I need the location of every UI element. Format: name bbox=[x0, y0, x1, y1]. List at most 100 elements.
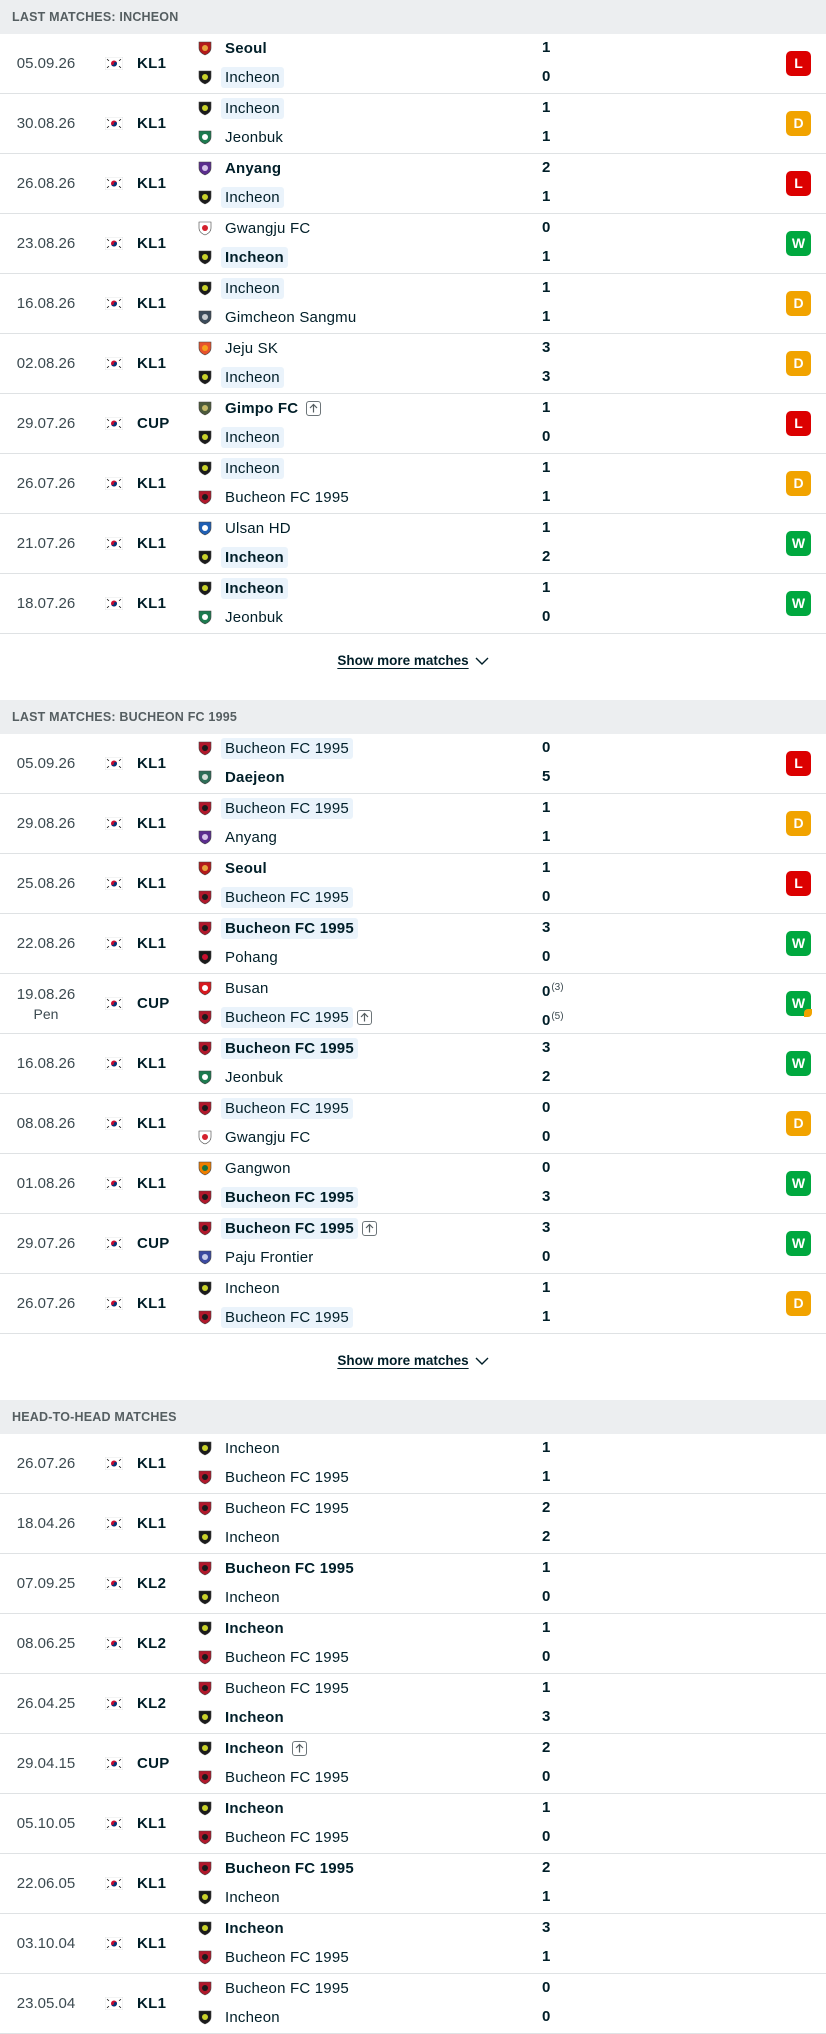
home-team[interactable]: Incheon bbox=[197, 1797, 288, 1819]
match-row[interactable]: 26.07.26 KL1 Incheon 1 Bucheon FC 1995 1 D bbox=[0, 1274, 826, 1334]
home-team[interactable]: Bucheon FC 1995 bbox=[197, 1677, 353, 1699]
home-team[interactable]: Busan bbox=[197, 977, 273, 999]
home-team[interactable]: Seoul bbox=[197, 857, 271, 879]
competition-label[interactable]: KL1 bbox=[137, 1115, 167, 1132]
competition-label[interactable]: CUP bbox=[137, 1755, 170, 1772]
match-row[interactable]: 19.08.26 Pen CUP Busan 0(3) Bucheon FC 1995 0(… bbox=[0, 974, 826, 1034]
home-team[interactable]: Anyang bbox=[197, 157, 285, 179]
home-team[interactable]: Incheon bbox=[197, 97, 284, 119]
show-more-matches-button[interactable]: Show more matches bbox=[0, 634, 826, 686]
home-team[interactable]: Bucheon FC 1995 bbox=[197, 1857, 358, 1879]
match-row[interactable]: 05.09.26 KL1 Bucheon FC 1995 0 Daejeon 5 L bbox=[0, 734, 826, 794]
away-team[interactable]: Gimcheon Sangmu bbox=[197, 306, 360, 328]
home-team[interactable]: Gangwon bbox=[197, 1157, 295, 1179]
away-team[interactable]: Jeonbuk bbox=[197, 1066, 287, 1088]
away-team[interactable]: Incheon bbox=[197, 2006, 284, 2028]
match-row[interactable]: 03.10.04 KL1 Incheon 3 Bucheon FC 1995 1 bbox=[0, 1914, 826, 1974]
match-row[interactable]: 08.08.26 KL1 Bucheon FC 1995 0 Gwangju FC 0 D bbox=[0, 1094, 826, 1154]
competition-label[interactable]: KL1 bbox=[137, 1055, 167, 1072]
match-row[interactable]: 30.08.26 KL1 Incheon 1 Jeonbuk 1 D bbox=[0, 94, 826, 154]
competition-label[interactable]: KL1 bbox=[137, 175, 167, 192]
competition-label[interactable]: CUP bbox=[137, 995, 170, 1012]
match-row[interactable]: 18.07.26 KL1 Incheon 1 Jeonbuk 0 W bbox=[0, 574, 826, 634]
competition-label[interactable]: KL1 bbox=[137, 1455, 167, 1472]
away-team[interactable]: Bucheon FC 1995 bbox=[197, 486, 353, 508]
competition-label[interactable]: KL1 bbox=[137, 875, 167, 892]
home-team[interactable]: Gwangju FC bbox=[197, 217, 314, 239]
home-team[interactable]: Gimpo FC bbox=[197, 397, 322, 419]
match-row[interactable]: 29.08.26 KL1 Bucheon FC 1995 1 Anyang 1 D bbox=[0, 794, 826, 854]
home-team[interactable]: Bucheon FC 1995 bbox=[197, 797, 353, 819]
competition-label[interactable]: KL1 bbox=[137, 115, 167, 132]
competition-label[interactable]: KL1 bbox=[137, 1995, 167, 2012]
home-team[interactable]: Bucheon FC 1995 bbox=[197, 1557, 358, 1579]
away-team[interactable]: Incheon bbox=[197, 366, 284, 388]
match-row[interactable]: 29.04.15 CUP Incheon 2 Bucheon FC 1995 0 bbox=[0, 1734, 826, 1794]
home-team[interactable]: Bucheon FC 1995 bbox=[197, 1037, 358, 1059]
home-team[interactable]: Jeju SK bbox=[197, 337, 282, 359]
match-row[interactable]: 26.07.26 KL1 Incheon 1 Bucheon FC 1995 1 D bbox=[0, 454, 826, 514]
competition-label[interactable]: KL2 bbox=[137, 1575, 167, 1592]
home-team[interactable]: Incheon bbox=[197, 1917, 288, 1939]
competition-label[interactable]: KL1 bbox=[137, 935, 167, 952]
home-team[interactable]: Bucheon FC 1995 bbox=[197, 1497, 353, 1519]
away-team[interactable]: Bucheon FC 1995 bbox=[197, 1186, 358, 1208]
match-row[interactable]: 07.09.25 KL2 Bucheon FC 1995 1 Incheon 0 bbox=[0, 1554, 826, 1614]
away-team[interactable]: Anyang bbox=[197, 826, 281, 848]
away-team[interactable]: Incheon bbox=[197, 546, 288, 568]
competition-label[interactable]: KL1 bbox=[137, 1935, 167, 1952]
match-row[interactable]: 23.05.04 KL1 Bucheon FC 1995 0 Incheon 0 bbox=[0, 1974, 826, 2034]
home-team[interactable]: Incheon bbox=[197, 457, 284, 479]
match-row[interactable]: 25.08.26 KL1 Seoul 1 Bucheon FC 1995 0 L bbox=[0, 854, 826, 914]
match-row[interactable]: 26.04.25 KL2 Bucheon FC 1995 1 Incheon 3 bbox=[0, 1674, 826, 1734]
match-row[interactable]: 05.10.05 KL1 Incheon 1 Bucheon FC 1995 0 bbox=[0, 1794, 826, 1854]
away-team[interactable]: Bucheon FC 1995 bbox=[197, 1646, 353, 1668]
home-team[interactable]: Bucheon FC 1995 bbox=[197, 1097, 353, 1119]
match-row[interactable]: 02.08.26 KL1 Jeju SK 3 Incheon 3 D bbox=[0, 334, 826, 394]
competition-label[interactable]: KL2 bbox=[137, 1635, 167, 1652]
away-team[interactable]: Incheon bbox=[197, 1526, 284, 1548]
away-team[interactable]: Incheon bbox=[197, 426, 284, 448]
home-team[interactable]: Incheon bbox=[197, 1737, 307, 1759]
away-team[interactable]: Daejeon bbox=[197, 766, 289, 788]
competition-label[interactable]: KL1 bbox=[137, 1815, 167, 1832]
match-row[interactable]: 16.08.26 KL1 Incheon 1 Gimcheon Sangmu 1 D bbox=[0, 274, 826, 334]
match-row[interactable]: 01.08.26 KL1 Gangwon 0 Bucheon FC 1995 3 W bbox=[0, 1154, 826, 1214]
away-team[interactable]: Incheon bbox=[197, 1586, 284, 1608]
away-team[interactable]: Bucheon FC 1995 bbox=[197, 1466, 353, 1488]
competition-label[interactable]: KL1 bbox=[137, 55, 167, 72]
competition-label[interactable]: KL1 bbox=[137, 535, 167, 552]
home-team[interactable]: Bucheon FC 1995 bbox=[197, 737, 353, 759]
match-row[interactable]: 26.07.26 KL1 Incheon 1 Bucheon FC 1995 1 bbox=[0, 1434, 826, 1494]
match-row[interactable]: 22.06.05 KL1 Bucheon FC 1995 2 Incheon 1 bbox=[0, 1854, 826, 1914]
away-team[interactable]: Gwangju FC bbox=[197, 1126, 314, 1148]
away-team[interactable]: Bucheon FC 1995 bbox=[197, 1306, 353, 1328]
competition-label[interactable]: KL1 bbox=[137, 1515, 167, 1532]
match-row[interactable]: 18.04.26 KL1 Bucheon FC 1995 2 Incheon 2 bbox=[0, 1494, 826, 1554]
home-team[interactable]: Ulsan HD bbox=[197, 517, 295, 539]
home-team[interactable]: Bucheon FC 1995 bbox=[197, 1977, 353, 1999]
match-row[interactable]: 22.08.26 KL1 Bucheon FC 1995 3 Pohang 0 W bbox=[0, 914, 826, 974]
away-team[interactable]: Bucheon FC 1995 bbox=[197, 1946, 353, 1968]
away-team[interactable]: Jeonbuk bbox=[197, 606, 287, 628]
home-team[interactable]: Incheon bbox=[197, 1617, 288, 1639]
competition-label[interactable]: KL1 bbox=[137, 475, 167, 492]
away-team[interactable]: Bucheon FC 1995 bbox=[197, 1766, 353, 1788]
away-team[interactable]: Paju Frontier bbox=[197, 1246, 317, 1268]
away-team[interactable]: Incheon bbox=[197, 1886, 284, 1908]
match-row[interactable]: 16.08.26 KL1 Bucheon FC 1995 3 Jeonbuk 2 W bbox=[0, 1034, 826, 1094]
competition-label[interactable]: KL1 bbox=[137, 1175, 167, 1192]
match-row[interactable]: 23.08.26 KL1 Gwangju FC 0 Incheon 1 W bbox=[0, 214, 826, 274]
home-team[interactable]: Seoul bbox=[197, 37, 271, 59]
away-team[interactable]: Jeonbuk bbox=[197, 126, 287, 148]
show-more-matches-button[interactable]: Show more matches bbox=[0, 1334, 826, 1386]
competition-label[interactable]: KL1 bbox=[137, 355, 167, 372]
competition-label[interactable]: KL1 bbox=[137, 755, 167, 772]
away-team[interactable]: Bucheon FC 1995 bbox=[197, 1006, 372, 1028]
home-team[interactable]: Bucheon FC 1995 bbox=[197, 1217, 377, 1239]
home-team[interactable]: Incheon bbox=[197, 1437, 284, 1459]
match-row[interactable]: 21.07.26 KL1 Ulsan HD 1 Incheon 2 W bbox=[0, 514, 826, 574]
competition-label[interactable]: KL2 bbox=[137, 1695, 167, 1712]
match-row[interactable]: 26.08.26 KL1 Anyang 2 Incheon 1 L bbox=[0, 154, 826, 214]
competition-label[interactable]: KL1 bbox=[137, 815, 167, 832]
